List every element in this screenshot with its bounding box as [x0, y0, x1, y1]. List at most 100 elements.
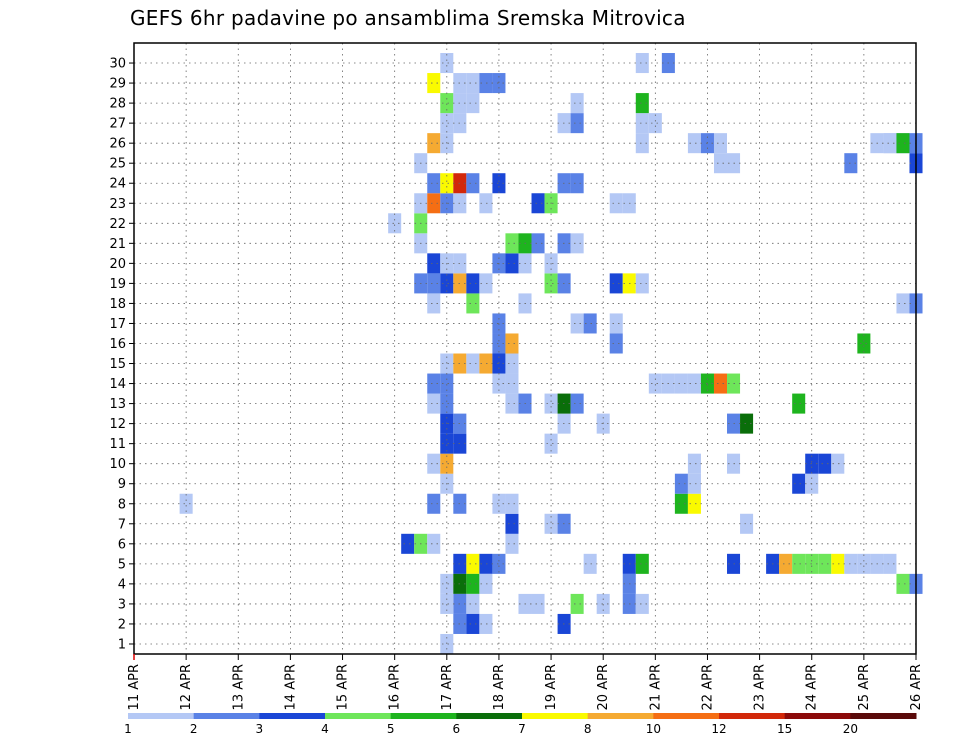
- colorbar-label: 20: [843, 722, 858, 736]
- y-tick-label: 23: [109, 197, 126, 212]
- heatmap-cell: [635, 273, 649, 294]
- heatmap-cell: [713, 373, 728, 394]
- heatmap-cell: [505, 393, 519, 414]
- colorbar-label: 10: [646, 722, 661, 736]
- heatmap-cell: [674, 493, 688, 514]
- heatmap-cell: [609, 313, 623, 334]
- chart-title: GEFS 6hr padavine po ansamblima Sremska …: [130, 6, 686, 30]
- heatmap-cell: [427, 453, 441, 474]
- colorbar-label: 2: [190, 722, 198, 736]
- heatmap-cell: [492, 493, 506, 514]
- heatmap-cell: [896, 573, 910, 594]
- x-tick-label: 25 APR: [857, 664, 872, 710]
- y-tick-label: 11: [109, 437, 126, 452]
- heatmap-cell: [609, 333, 623, 354]
- heatmap-cell: [466, 73, 480, 94]
- colorbar-swatch: [259, 713, 326, 719]
- heatmap-cell: [479, 573, 493, 594]
- y-tick-label: 17: [109, 317, 126, 332]
- heatmap-cell: [648, 373, 662, 394]
- y-tick-label: 7: [118, 517, 126, 532]
- y-tick-label: 2: [118, 617, 126, 632]
- heatmap-cell: [479, 353, 493, 374]
- heatmap-cell: [466, 553, 480, 574]
- y-tick-label: 19: [109, 277, 126, 292]
- y-tick-label: 5: [118, 557, 126, 572]
- heatmap-cell: [570, 113, 584, 134]
- x-tick-label: 24 APR: [805, 664, 820, 710]
- heatmap-cell: [466, 93, 480, 114]
- y-tick-label: 26: [109, 137, 126, 152]
- heatmap-cell: [427, 133, 441, 154]
- y-tick-label: 6: [118, 537, 126, 552]
- y-tick-label: 14: [109, 377, 126, 392]
- colorbar-swatch: [390, 713, 457, 719]
- x-tick-label: 13 APR: [231, 664, 246, 710]
- x-tick-label: 15 APR: [336, 664, 351, 710]
- y-tick-label: 28: [109, 97, 126, 112]
- heatmap-cell: [570, 313, 584, 334]
- heatmap-cell: [466, 573, 480, 594]
- heatmap-cell: [818, 553, 832, 574]
- heatmap-cell: [492, 173, 506, 194]
- heatmap-cell: [531, 233, 545, 254]
- heatmap-cell: [896, 293, 910, 314]
- colorbar-label: 7: [518, 722, 526, 736]
- heatmap-cell: [492, 373, 506, 394]
- heatmap-cell: [570, 173, 584, 194]
- y-tick-label: 16: [109, 337, 126, 352]
- x-tick-label: 26 APR: [909, 664, 924, 710]
- y-tick-label: 25: [109, 157, 126, 172]
- heatmap-cell: [479, 73, 493, 94]
- heatmap-cell: [492, 553, 506, 574]
- heatmap-cell: [857, 553, 871, 574]
- colorbar-swatch: [456, 713, 523, 719]
- heatmap-cell: [544, 513, 558, 534]
- heatmap-cell: [179, 493, 193, 514]
- heatmap-cell: [427, 393, 441, 414]
- x-tick-label: 17 APR: [440, 664, 455, 710]
- heatmap-cell: [388, 213, 402, 234]
- heatmap-cell: [427, 293, 441, 314]
- heatmap-cell: [583, 553, 597, 574]
- heatmap-cell: [440, 393, 454, 414]
- heatmap-cell: [844, 553, 858, 574]
- heatmap-cell: [570, 233, 584, 254]
- heatmap-cell: [792, 553, 806, 574]
- heatmap-cell: [740, 413, 754, 434]
- heatmap-cell: [609, 193, 623, 214]
- heatmap-cell: [401, 533, 415, 554]
- colorbar-label: 6: [453, 722, 461, 736]
- x-tick-label: 12 APR: [179, 664, 194, 710]
- heatmap-cell: [831, 553, 845, 574]
- colorbar-swatch: [587, 713, 654, 719]
- y-tick-label: 9: [118, 477, 126, 492]
- heatmap-cell: [427, 73, 441, 94]
- heatmap-cell: [896, 133, 910, 154]
- heatmap-cell: [635, 53, 649, 74]
- y-tick-label: 29: [109, 77, 126, 92]
- heatmap-cell: [635, 133, 649, 154]
- heatmap-cell: [792, 473, 806, 494]
- heatmap-cell: [440, 373, 454, 394]
- x-tick-label: 21 APR: [648, 664, 663, 710]
- heatmap-cell: [674, 373, 688, 394]
- heatmap-cell: [713, 133, 728, 154]
- heatmap-cell: [792, 393, 806, 414]
- colorbar-swatch: [653, 713, 720, 719]
- heatmap-cell: [427, 273, 441, 294]
- heatmap-cell: [466, 173, 480, 194]
- heatmap-cell: [596, 593, 610, 614]
- heatmap-cell: [505, 493, 519, 514]
- y-tick-label: 3: [118, 597, 126, 612]
- heatmap-cell: [505, 513, 519, 534]
- colorbar-label: 12: [711, 722, 726, 736]
- heatmap-cell: [492, 353, 506, 374]
- heatmap-cell: [687, 493, 701, 514]
- heatmap-cell: [440, 173, 454, 194]
- heatmap-cell: [492, 333, 506, 354]
- heatmap-cell: [635, 93, 649, 114]
- heatmap-cell: [427, 193, 441, 214]
- heatmap-cell: [570, 93, 584, 114]
- colorbar-swatch: [128, 713, 195, 719]
